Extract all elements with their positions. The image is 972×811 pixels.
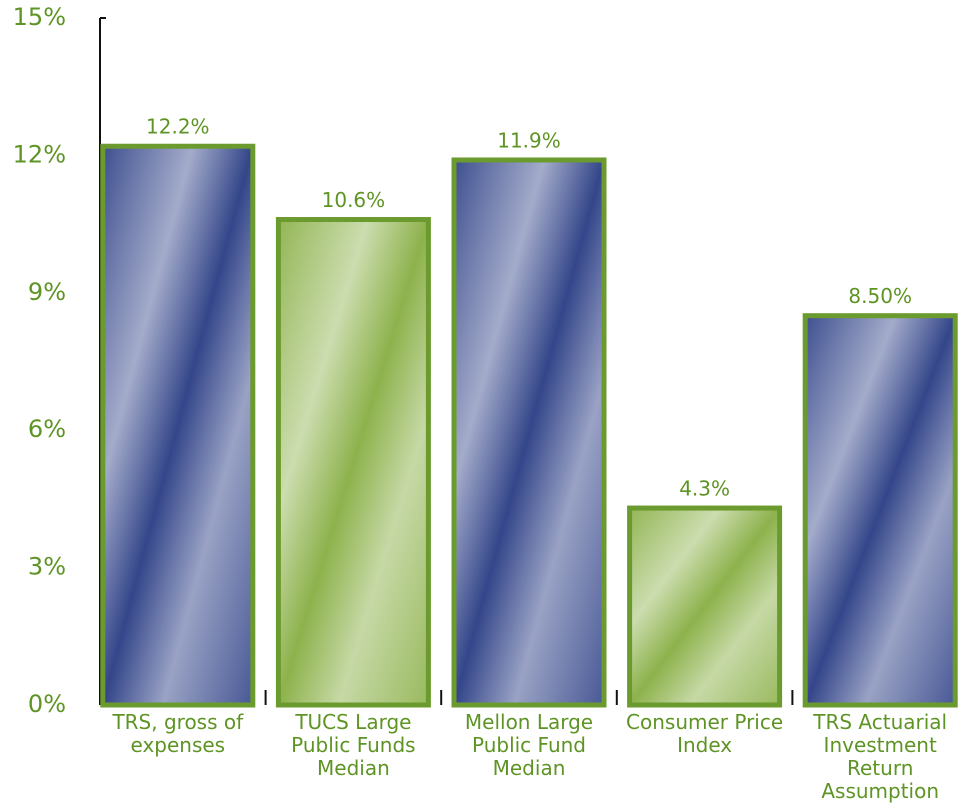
y-tick-label: 3% (28, 553, 66, 581)
x-tick-label: Consumer Price Index (626, 710, 784, 757)
x-tick-label: TRS, gross of expenses (112, 710, 244, 757)
y-tick-label: 6% (28, 415, 66, 443)
value-label: 8.50% (848, 284, 912, 308)
x-tick-label: TUCS Large Public Funds Median (291, 710, 416, 780)
value-label: 11.9% (497, 128, 561, 152)
bar (627, 505, 783, 708)
bar (275, 217, 431, 708)
bar (802, 313, 958, 708)
bar (100, 143, 256, 708)
bar (451, 157, 607, 708)
y-tick-label: 12% (13, 140, 66, 168)
y-tick-label: 9% (28, 278, 66, 306)
y-tick-label: 15% (13, 3, 66, 31)
x-tick-label: Mellon Large Public Fund Median (464, 710, 594, 780)
y-tick-label: 0% (28, 690, 66, 718)
value-label: 4.3% (679, 477, 730, 501)
value-label: 10.6% (322, 188, 386, 212)
x-tick-label: TRS Actuarial Investment Return Assumpti… (813, 710, 948, 803)
value-label: 12.2% (146, 115, 210, 139)
